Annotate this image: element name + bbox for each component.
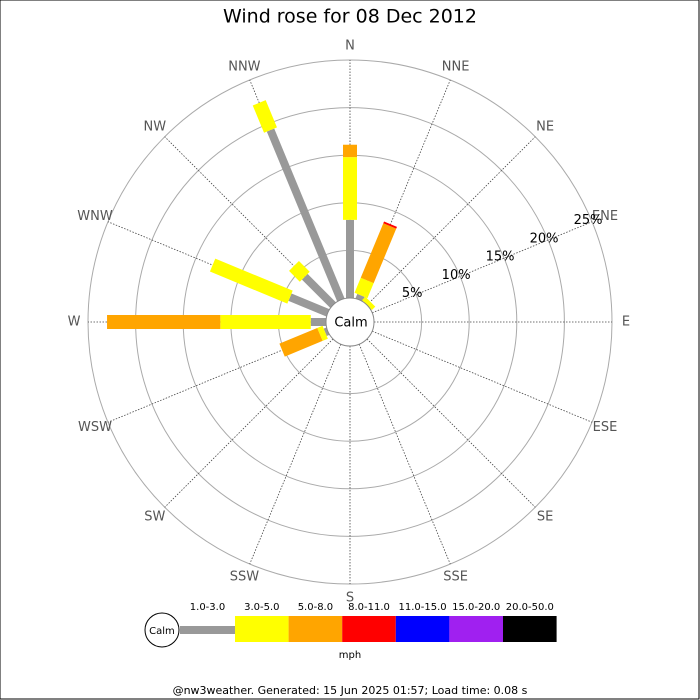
footer: @nw3weather. Generated: 15 Jun 2025 01:5…: [173, 684, 528, 697]
direction-label: S: [346, 591, 354, 606]
direction-label: SE: [537, 510, 553, 525]
r-tick-label: 25%: [574, 213, 603, 228]
r-tick-label: 5%: [402, 286, 423, 301]
direction-label: ESE: [593, 420, 618, 435]
direction-label: WSW: [78, 420, 112, 435]
direction-label: W: [68, 315, 81, 330]
wind-bar: [383, 221, 397, 229]
spoke: [164, 338, 334, 508]
spoke: [249, 344, 342, 565]
spoke: [372, 330, 593, 423]
spoke: [358, 344, 451, 565]
wind-bar: [317, 325, 328, 341]
wind-bar: [252, 100, 277, 133]
legend-swatch: [503, 616, 557, 642]
legend-label: 15.0-20.0: [452, 602, 500, 613]
direction-label: N: [345, 39, 355, 54]
calm-circle: [325, 297, 375, 347]
wind-bar: [355, 293, 365, 302]
wind-bar: [220, 315, 311, 329]
spoke: [372, 221, 593, 314]
wind-bar: [323, 327, 330, 336]
direction-label: SW: [144, 510, 165, 525]
legend-label: 20.0-50.0: [506, 602, 554, 613]
spoke: [366, 136, 536, 306]
wind-bar: [279, 327, 323, 357]
legend-label: 8.0-11.0: [348, 602, 390, 613]
spoke: [366, 338, 536, 508]
wind-bar: [107, 315, 221, 329]
legend-label: 3.0-5.0: [244, 602, 279, 613]
direction-label: SSE: [443, 569, 468, 584]
wind-bar: [289, 261, 310, 282]
calm-label: Calm: [334, 316, 367, 331]
direction-label: NNW: [228, 60, 260, 75]
chart-title: Wind rose for 08 Dec 2012: [223, 6, 477, 28]
wind-bar: [301, 273, 336, 308]
legend-calm-label: Calm: [149, 626, 175, 637]
wind-bar: [362, 296, 376, 310]
legend-swatch: [288, 616, 343, 642]
legend-swatch: [342, 616, 396, 642]
legend-label: 11.0-15.0: [399, 602, 447, 613]
legend-swatch: [449, 616, 503, 642]
direction-label: SSW: [230, 569, 260, 584]
direction-label: ENE: [592, 209, 618, 224]
direction-label: NE: [536, 119, 554, 134]
wind-bar: [360, 223, 397, 284]
legend-swatch: [235, 616, 289, 642]
direction-label: NNE: [442, 60, 470, 75]
wind-bar: [310, 318, 326, 326]
legend-label: 1.0-3.0: [190, 602, 225, 613]
r-tick-label: 15%: [486, 250, 515, 265]
legend-calm: [144, 612, 180, 648]
legend-swatch: [395, 616, 450, 642]
wind-bar: [343, 144, 357, 158]
direction-label: NW: [144, 119, 167, 134]
direction-label: WNW: [77, 209, 113, 224]
wind-bar: [288, 293, 330, 317]
wind-bar: [343, 157, 357, 220]
legend-label: 5.0-8.0: [298, 602, 333, 613]
wind-bar: [346, 219, 354, 298]
wind-bar: [209, 258, 293, 304]
wind-bar: [354, 277, 374, 299]
r-tick-label: 20%: [530, 231, 559, 246]
r-tick-label: 10%: [442, 268, 471, 283]
direction-label: E: [622, 315, 630, 330]
wind-bar: [266, 128, 345, 302]
unit-label: mph: [339, 650, 361, 661]
legend-swatch: [180, 626, 235, 634]
